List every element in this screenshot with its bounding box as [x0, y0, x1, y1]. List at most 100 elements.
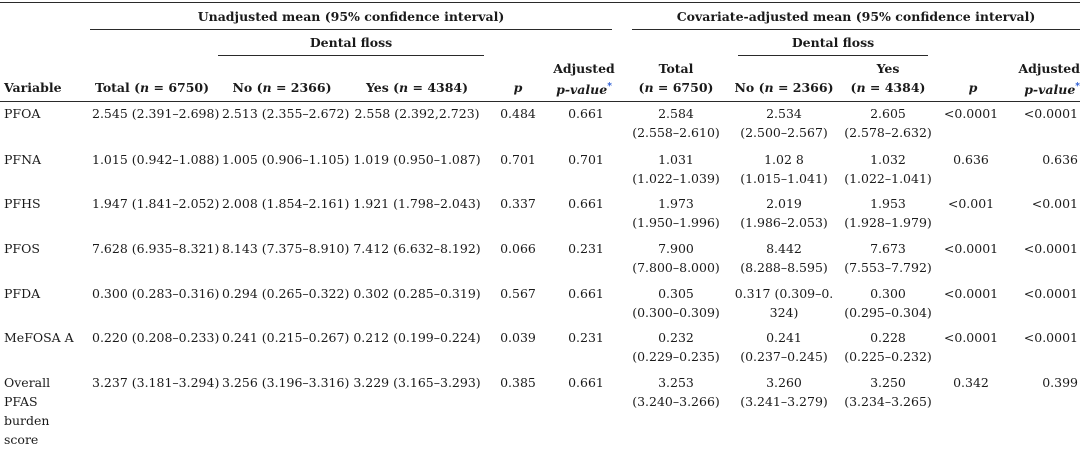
- cell-adj-adjusted-p-line: 0.636: [1042, 152, 1078, 167]
- cell-p: 0.701: [494, 150, 542, 169]
- cell-no-line: 8.143 (7.375–8.910): [222, 241, 350, 256]
- col-adj-yes: Yes (n = 4384): [838, 59, 938, 97]
- cell-variable: PFOS: [4, 239, 88, 258]
- footnote-star: *: [1075, 82, 1080, 92]
- cell-adj-adjusted-p: <0.001: [1004, 194, 1078, 213]
- cell-yes-line: 0.302 (0.285–0.319): [353, 286, 481, 301]
- cell-adjusted-p: 0.661: [548, 284, 624, 303]
- cell-adj-p: 0.342: [940, 373, 1002, 392]
- cell-adj-p: <0.0001: [940, 284, 1002, 303]
- cell-adj-total-line: (0.229–0.235): [632, 349, 720, 364]
- dental-floss-header-left: Dental floss: [309, 35, 393, 50]
- cell-adj-yes-line: (0.295–0.304): [844, 305, 932, 320]
- cell-p-line: 0.066: [500, 241, 536, 256]
- cell-adj-total-line: (0.300–0.309): [632, 305, 720, 320]
- dental-floss-rule-left: [218, 55, 484, 56]
- cell-adjusted-p: 0.231: [548, 239, 624, 258]
- cell-yes: 0.302 (0.285–0.319): [352, 284, 482, 303]
- cell-p-line: 0.039: [500, 330, 536, 345]
- col-adj-adjusted-p-text: p-value: [1024, 82, 1076, 98]
- cell-adjusted-p-line: 0.661: [568, 375, 604, 390]
- cell-adj-no-line: 0.241: [766, 330, 802, 345]
- cell-yes: 3.229 (3.165–3.293): [352, 373, 482, 392]
- cell-adj-no-line: 3.260: [766, 375, 802, 390]
- header-bottom-rule: [0, 101, 1080, 102]
- cell-no: 8.143 (7.375–8.910): [222, 239, 350, 258]
- cell-adj-yes-line: (1.022–1.041): [844, 171, 932, 186]
- cell-no: 0.294 (0.265–0.322): [222, 284, 350, 303]
- cell-total-line: 0.300 (0.283–0.316): [92, 286, 220, 301]
- cell-variable-line: burden: [4, 413, 50, 428]
- cell-adj-adjusted-p-line: <0.0001: [1023, 330, 1078, 345]
- cell-adj-no-line: 2.019: [766, 196, 802, 211]
- cell-adj-yes: 1.953 (1.928–1.979): [838, 194, 938, 232]
- cell-adj-p-line: <0.0001: [943, 106, 999, 121]
- cell-adj-adjusted-p: <0.0001: [1004, 104, 1078, 123]
- cell-total: 1.015 (0.942–1.088): [92, 150, 220, 169]
- cell-adj-total-line: 7.900: [658, 241, 694, 256]
- cell-adj-p: <0.0001: [940, 104, 1002, 123]
- cell-adj-p: <0.0001: [940, 239, 1002, 258]
- cell-adj-total: 3.253 (3.240–3.266): [626, 373, 726, 411]
- col-adjusted-p-line1: Adjusted: [553, 61, 615, 76]
- cell-total: 0.300 (0.283–0.316): [92, 284, 220, 303]
- dental-floss-header-right: Dental floss: [791, 35, 875, 50]
- cell-adj-p-line: <0.001: [947, 196, 995, 211]
- cell-adj-yes-line: (1.928–1.979): [844, 215, 932, 230]
- col-adjusted-p: Adjusted p-value*: [544, 59, 624, 99]
- cell-adjusted-p-line: 0.661: [568, 106, 604, 121]
- cell-p-line: 0.567: [500, 286, 536, 301]
- cell-adjusted-p: 0.231: [548, 328, 624, 347]
- cell-p: 0.484: [494, 104, 542, 123]
- cell-adj-yes-line: 0.300: [870, 286, 906, 301]
- cell-adj-adjusted-p-line: 0.399: [1042, 375, 1078, 390]
- cell-adj-yes: 2.605 (2.578–2.632): [838, 104, 938, 142]
- col-adj-p-label: p: [968, 80, 978, 95]
- cell-total: 2.545 (2.391–2.698): [92, 104, 219, 123]
- cell-variable-line: PFOS: [4, 241, 40, 256]
- col-adj-total: Total (n = 6750): [630, 59, 722, 97]
- cell-yes: 1.921 (1.798–2.043): [352, 194, 482, 213]
- cell-variable-line: Overall: [4, 375, 51, 390]
- cell-adj-no-line: (0.237–0.245): [740, 349, 828, 364]
- cell-p: 0.385: [494, 373, 542, 392]
- cell-variable: MeFOSA A: [4, 328, 88, 347]
- cell-adj-adjusted-p: <0.0001: [1004, 328, 1078, 347]
- cell-adjusted-p: 0.661: [548, 373, 624, 392]
- cell-adj-yes-line: 7.673: [870, 241, 906, 256]
- cell-no: 2.513 (2.355–2.672): [222, 104, 349, 123]
- cell-adj-total-line: (7.800–8.000): [632, 260, 720, 275]
- cell-adj-yes: 7.673 (7.553–7.792): [838, 239, 938, 277]
- cell-adj-total-line: (3.240–3.266): [632, 394, 720, 409]
- unadjusted-group-rule: [90, 29, 612, 30]
- cell-p-line: 0.701: [500, 152, 536, 167]
- cell-p: 0.039: [494, 328, 542, 347]
- col-yes: Yes (n = 4384): [352, 78, 482, 97]
- cell-adj-total-line: 3.253: [658, 375, 694, 390]
- cell-adj-no-line: 2.534: [766, 106, 802, 121]
- col-adj-p: p: [944, 78, 1002, 97]
- cell-variable-line: PFNA: [4, 152, 42, 167]
- col-adj-adjusted-p-line2: p-value*: [1002, 78, 1080, 99]
- cell-variable-line: PFOA: [4, 106, 41, 121]
- col-adj-total-line2: (n = 6750): [638, 80, 714, 95]
- cell-adj-adjusted-p-line: <0.001: [1031, 196, 1078, 211]
- footnote-star: *: [607, 82, 612, 92]
- cell-yes-line: 0.212 (0.199–0.224): [353, 330, 481, 345]
- cell-total-line: 1.947 (1.841–2.052): [92, 196, 220, 211]
- cell-adj-p: 0.636: [940, 150, 1002, 169]
- adjusted-group-rule: [632, 29, 1080, 30]
- col-adj-total-line1: Total: [658, 61, 694, 76]
- col-adj-yes-line2: (n = 4384): [850, 80, 926, 95]
- col-adj-no: No (n = 2366): [732, 78, 836, 97]
- cell-adj-no: 1.02 8 (1.015–1.041): [730, 150, 838, 188]
- cell-adj-total-line: (1.022–1.039): [632, 171, 720, 186]
- col-adjusted-p-line2: p-value*: [544, 78, 624, 99]
- cell-no-line: 0.294 (0.265–0.322): [222, 286, 350, 301]
- cell-total: 7.628 (6.935–8.321): [92, 239, 219, 258]
- cell-adjusted-p: 0.701: [548, 150, 624, 169]
- cell-total-line: 1.015 (0.942–1.088): [92, 152, 220, 167]
- cell-adj-p-line: 0.636: [953, 152, 989, 167]
- cell-variable: PFDA: [4, 284, 88, 303]
